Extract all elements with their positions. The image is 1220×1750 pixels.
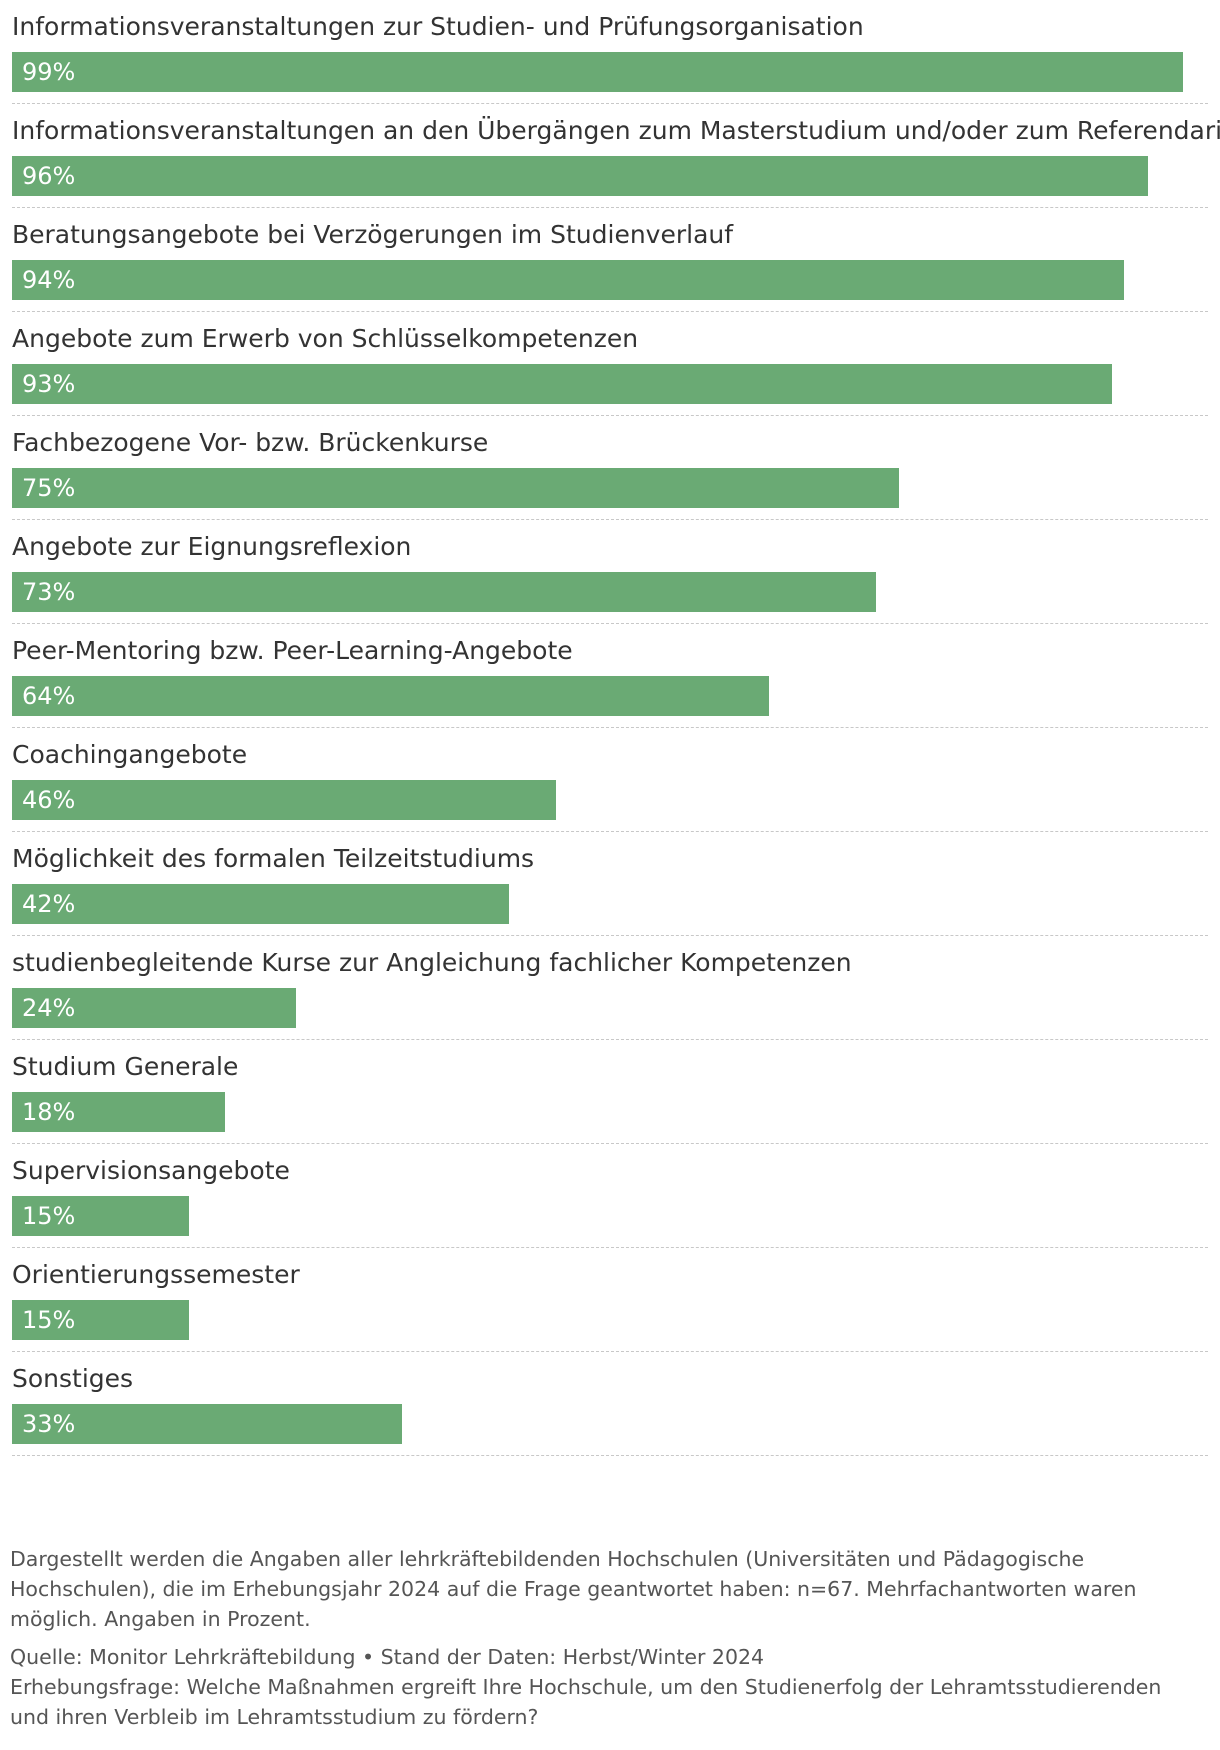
chart-row: Angebote zum Erwerb von Schlüsselkompete…	[12, 312, 1208, 416]
chart-row: Coachingangebote 46%	[12, 728, 1208, 832]
bar: 46%	[12, 780, 557, 820]
chart-row: Angebote zur Eignungsreflexion 73%	[12, 520, 1208, 624]
bar: 93%	[12, 364, 1113, 404]
survey-question: Erhebungsfrage: Welche Maßnahmen ergreif…	[10, 1675, 1162, 1729]
category-label: Informationsveranstaltungen zur Studien-…	[12, 12, 864, 41]
bar-value-label: 94%	[22, 266, 76, 294]
bar: 96%	[12, 156, 1148, 196]
chart-row: Sonstiges 33%	[12, 1352, 1208, 1456]
category-label: studienbegleitende Kurse zur Angleichung…	[12, 948, 852, 977]
bar: 24%	[12, 988, 296, 1028]
chart-row: Möglichkeit des formalen Teilzeitstudium…	[12, 832, 1208, 936]
category-label: Möglichkeit des formalen Teilzeitstudium…	[12, 844, 535, 873]
bar-value-label: 64%	[22, 682, 76, 710]
bar: 42%	[12, 884, 509, 924]
bar: 73%	[12, 572, 876, 612]
bar: 94%	[12, 260, 1125, 300]
bar-value-label: 15%	[22, 1306, 76, 1334]
bar-value-label: 18%	[22, 1098, 76, 1126]
chart-row: Orientierungssemester 15%	[12, 1248, 1208, 1352]
chart-row: Informationsveranstaltungen zur Studien-…	[12, 0, 1208, 104]
bar-value-label: 93%	[22, 370, 76, 398]
category-label: Peer-Mentoring bzw. Peer-Learning-Angebo…	[12, 636, 573, 665]
bar-value-label: 15%	[22, 1202, 76, 1230]
bar-value-label: 73%	[22, 578, 76, 606]
chart-row: Peer-Mentoring bzw. Peer-Learning-Angebo…	[12, 624, 1208, 728]
bar: 75%	[12, 468, 900, 508]
category-label: Angebote zur Eignungsreflexion	[12, 532, 412, 561]
chart-footer: Dargestellt werden die Angaben aller leh…	[10, 1544, 1206, 1732]
category-label: Supervisionsangebote	[12, 1156, 290, 1185]
category-label: Beratungsangebote bei Verzögerungen im S…	[12, 220, 734, 249]
category-label: Coachingangebote	[12, 740, 248, 769]
chart-row: Studium Generale 18%	[12, 1040, 1208, 1144]
category-label: Sonstiges	[12, 1364, 134, 1393]
category-label: Orientierungssemester	[12, 1260, 300, 1289]
chart-row: studienbegleitende Kurse zur Angleichung…	[12, 936, 1208, 1040]
footnote: Dargestellt werden die Angaben aller leh…	[10, 1547, 1137, 1631]
bar: 15%	[12, 1300, 190, 1340]
bar-value-label: 96%	[22, 162, 76, 190]
bar: 64%	[12, 676, 770, 716]
bar: 15%	[12, 1196, 190, 1236]
category-label: Fachbezogene Vor- bzw. Brückenkurse	[12, 428, 489, 457]
bar-value-label: 99%	[22, 58, 76, 86]
bar: 33%	[12, 1404, 403, 1444]
bar-value-label: 75%	[22, 474, 76, 502]
chart-row: Fachbezogene Vor- bzw. Brückenkurse 75%	[12, 416, 1208, 520]
source-line: Quelle: Monitor Lehrkräftebildung • Stan…	[10, 1645, 765, 1669]
bar-chart: Informationsveranstaltungen zur Studien-…	[12, 0, 1220, 1456]
category-label: Angebote zum Erwerb von Schlüsselkompete…	[12, 324, 639, 353]
bar: 99%	[12, 52, 1184, 92]
bar-value-label: 42%	[22, 890, 76, 918]
category-label: Informationsveranstaltungen an den Überg…	[12, 116, 1220, 145]
bar-value-label: 46%	[22, 786, 76, 814]
chart-row: Beratungsangebote bei Verzögerungen im S…	[12, 208, 1208, 312]
bar-value-label: 24%	[22, 994, 76, 1022]
chart-row: Supervisionsangebote 15%	[12, 1144, 1208, 1248]
bar: 18%	[12, 1092, 225, 1132]
chart-row: Informationsveranstaltungen an den Überg…	[12, 104, 1220, 208]
bar-value-label: 33%	[22, 1410, 76, 1438]
category-label: Studium Generale	[12, 1052, 239, 1081]
